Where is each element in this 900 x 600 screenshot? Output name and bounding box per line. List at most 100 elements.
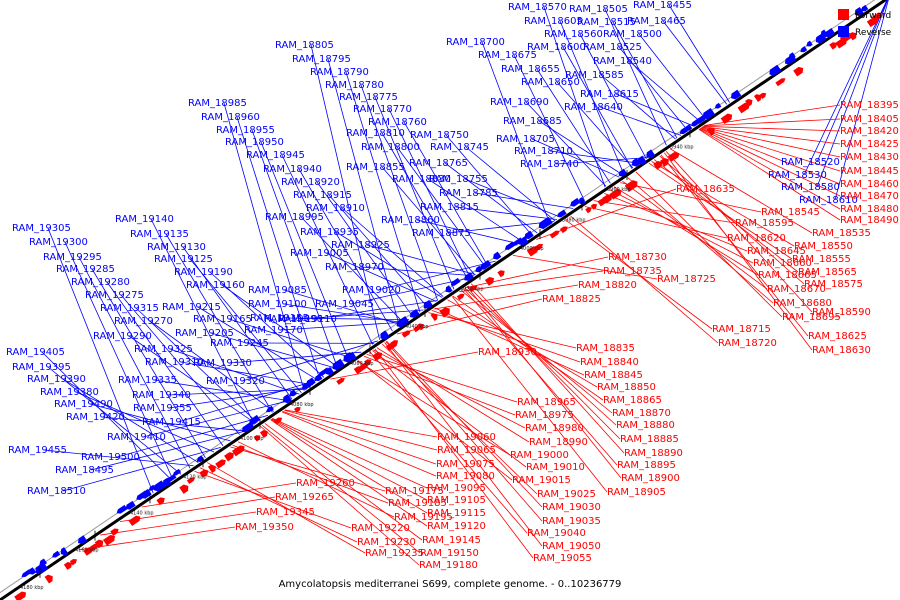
forward-gene — [745, 98, 753, 107]
reverse-gene — [125, 500, 136, 510]
forward-gene — [559, 226, 568, 234]
forward-gene — [829, 42, 837, 50]
leader-line — [261, 424, 421, 554]
forward-gene — [585, 207, 592, 214]
leader-line — [635, 171, 783, 318]
leader-line — [310, 44, 380, 340]
gene-label: RAM_18880 — [616, 420, 675, 431]
gene-label: RAM_18520 — [781, 157, 840, 168]
leader-line — [555, 157, 649, 165]
gene-label: RAM_18710 — [514, 146, 573, 157]
leader-line — [665, 151, 813, 313]
gene-label: RAM_18530 — [768, 170, 827, 181]
gene-label: RAM_18905 — [607, 487, 666, 498]
gene-label: RAM_19215 — [162, 302, 221, 313]
gene-label: RAM_18805 — [275, 40, 334, 51]
gene-label: RAM_19195 — [394, 512, 453, 523]
forward-gene — [372, 352, 383, 362]
leader-line — [470, 283, 625, 454]
leader-line — [350, 277, 472, 305]
leader-line — [90, 430, 245, 471]
tick-label: 4000 kbp — [520, 246, 544, 252]
gene-label: RAM_18465 — [627, 16, 686, 27]
gene-label: RAM_18575 — [804, 279, 863, 290]
leader-line — [119, 496, 276, 523]
leader-line — [698, 128, 841, 221]
leader-line — [228, 318, 353, 359]
gene-label: RAM_18735 — [603, 266, 662, 277]
gene-label: RAM_18525 — [583, 42, 642, 53]
leader-line — [270, 419, 428, 527]
gene-label: RAM_19395 — [12, 362, 71, 373]
reverse-gene — [148, 484, 156, 491]
leader-line — [237, 441, 395, 518]
forward-gene — [259, 430, 268, 438]
reverse-gene — [450, 277, 461, 286]
gene-label: RAM_19315 — [100, 303, 159, 314]
reverse-gene — [475, 265, 483, 273]
leader-line — [366, 244, 476, 276]
leader-line — [153, 379, 290, 402]
leader-line — [241, 340, 378, 382]
forward-gene — [224, 452, 234, 462]
gene-label: RAM_18980 — [525, 423, 584, 434]
gene-label: RAM_18915 — [293, 190, 352, 201]
gene-label: RAM_18985 — [188, 98, 247, 109]
forward-gene — [273, 417, 283, 425]
leader-line — [525, 101, 607, 187]
leader-line — [381, 132, 469, 280]
leader-line — [284, 409, 438, 451]
gene-label: RAM_18975 — [515, 410, 574, 421]
leader-line — [271, 418, 428, 501]
gene-label: RAM_18580 — [781, 182, 840, 193]
leader-line — [403, 121, 489, 267]
forward-gene — [207, 464, 216, 474]
gene-label: RAM_19335 — [118, 375, 177, 386]
leader-line — [264, 423, 423, 541]
gene-label: RAM_19245 — [210, 338, 269, 349]
reverse-gene — [861, 4, 869, 12]
forward-gene — [706, 127, 715, 136]
reverse-gene — [684, 124, 693, 131]
gene-label: RAM_18695 — [782, 312, 841, 323]
tick-label: 4040 kbp — [405, 324, 429, 330]
gene-label: RAM_19090 — [264, 314, 323, 325]
forward-gene — [69, 559, 77, 566]
reverse-gene — [806, 40, 813, 47]
gene-label: RAM_18645 — [747, 246, 806, 257]
gene-label: RAM_18785 — [439, 188, 498, 199]
gene-label: RAM_19110 — [278, 314, 337, 325]
forward-gene — [94, 539, 104, 549]
forward-gene — [848, 32, 857, 41]
gene-label: RAM_18640 — [564, 102, 623, 113]
leader-line — [299, 309, 424, 320]
gene-label: RAM_18705 — [496, 134, 555, 145]
gene-label: RAM_19105 — [427, 495, 486, 506]
reverse-gene — [769, 64, 782, 76]
legend-forward-label: Forward — [855, 11, 891, 21]
leader-line — [43, 449, 194, 467]
gene-label: RAM_18800 — [361, 142, 420, 153]
forward-gene — [653, 161, 663, 170]
gene-label: RAM_18845 — [584, 370, 643, 381]
forward-gene — [737, 102, 750, 114]
leader-line — [538, 120, 624, 176]
gene-label: RAM_19025 — [537, 489, 596, 500]
leader-line — [221, 284, 339, 368]
gene-label: RAM_19490 — [54, 399, 113, 410]
gene-label: RAM_19055 — [533, 553, 592, 564]
legend-reverse-swatch — [838, 26, 849, 37]
gene-label: RAM_19125 — [154, 254, 213, 265]
forward-gene — [83, 547, 93, 556]
reverse-gene — [289, 389, 297, 397]
leader-line — [116, 414, 269, 458]
forward-gene — [597, 198, 606, 207]
reverse-gene — [631, 157, 641, 167]
leader-line — [281, 411, 437, 477]
gene-features — [14, 4, 883, 600]
reverse-gene — [28, 567, 37, 575]
leader-line — [455, 206, 558, 220]
leader-line — [128, 335, 257, 424]
leader-line — [579, 33, 647, 160]
forward-gene — [44, 574, 53, 584]
